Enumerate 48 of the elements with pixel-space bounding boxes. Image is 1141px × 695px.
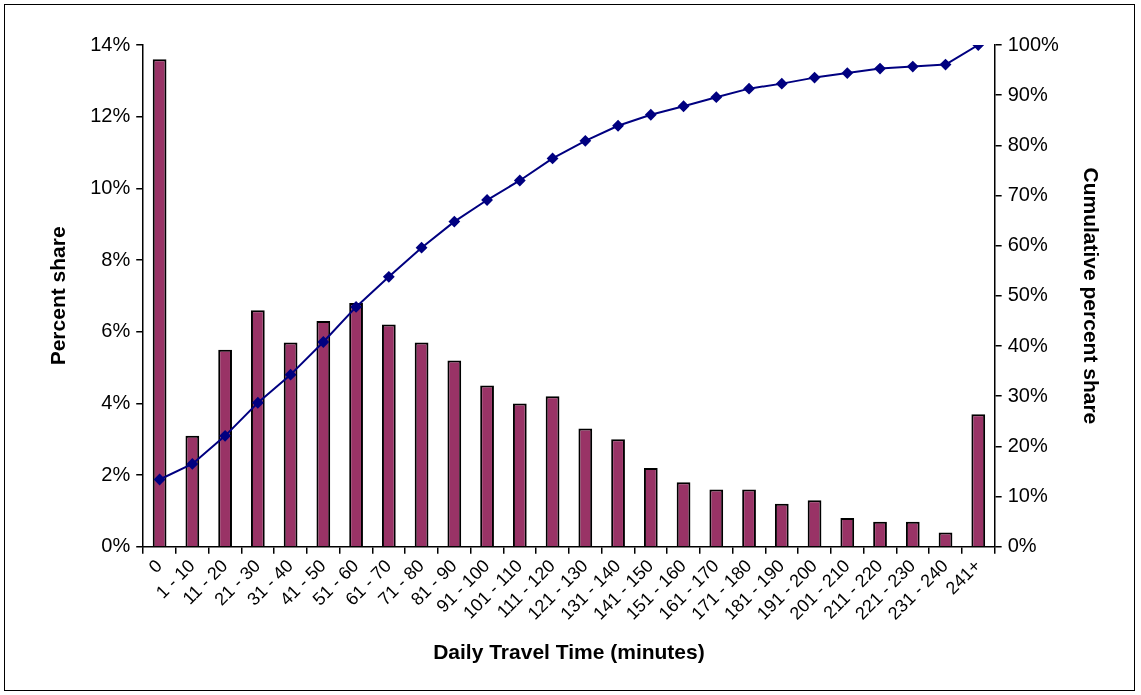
point	[874, 63, 886, 75]
y-axis-title: Percent share	[46, 226, 70, 366]
point	[809, 72, 821, 84]
y2-tick-label: 30%	[1007, 383, 1048, 406]
point	[776, 78, 788, 90]
y-tick-label: 6%	[101, 319, 131, 342]
point	[252, 397, 264, 409]
x-axis-title: Daily Travel Time (minutes)	[433, 640, 705, 664]
point	[940, 59, 952, 71]
point	[579, 135, 591, 147]
point	[907, 61, 919, 73]
y-tick-label: 12%	[90, 104, 131, 127]
y-tick-label: 14%	[90, 32, 131, 55]
y2-tick-label: 50%	[1007, 283, 1048, 306]
point	[317, 336, 329, 348]
y2-tick-label: 40%	[1007, 333, 1048, 356]
point	[285, 369, 297, 381]
y-tick-label: 0%	[101, 534, 131, 557]
point	[350, 301, 362, 313]
point	[383, 271, 395, 283]
point	[547, 152, 559, 164]
y2-tick-label: 0%	[1007, 534, 1037, 557]
y2-tick-label: 20%	[1007, 433, 1048, 456]
y2-tick-label: 10%	[1007, 484, 1048, 507]
y2-tick-label: 100%	[1007, 32, 1060, 55]
point	[841, 67, 853, 79]
x-tick-label: 0	[144, 555, 166, 577]
y2-tick-label: 80%	[1007, 132, 1048, 155]
point	[514, 174, 526, 186]
y2-tick-label: 70%	[1007, 183, 1048, 206]
y-tick-label: 4%	[101, 390, 131, 413]
point	[416, 242, 428, 254]
y-tick-label: 10%	[90, 175, 131, 198]
point	[481, 194, 493, 206]
y-tick-label: 8%	[101, 247, 131, 270]
y2-tick-label: 60%	[1007, 233, 1048, 256]
point	[645, 109, 657, 121]
y-tick-label: 2%	[101, 462, 131, 485]
point	[678, 100, 690, 112]
point	[219, 430, 231, 442]
y2-axis-title: Cumulative percent share	[1079, 167, 1103, 425]
point	[710, 91, 722, 103]
point	[448, 216, 460, 228]
y2-tick-label: 90%	[1007, 82, 1048, 105]
point	[743, 83, 755, 95]
point	[612, 120, 624, 132]
point	[154, 474, 166, 486]
point	[186, 458, 198, 470]
